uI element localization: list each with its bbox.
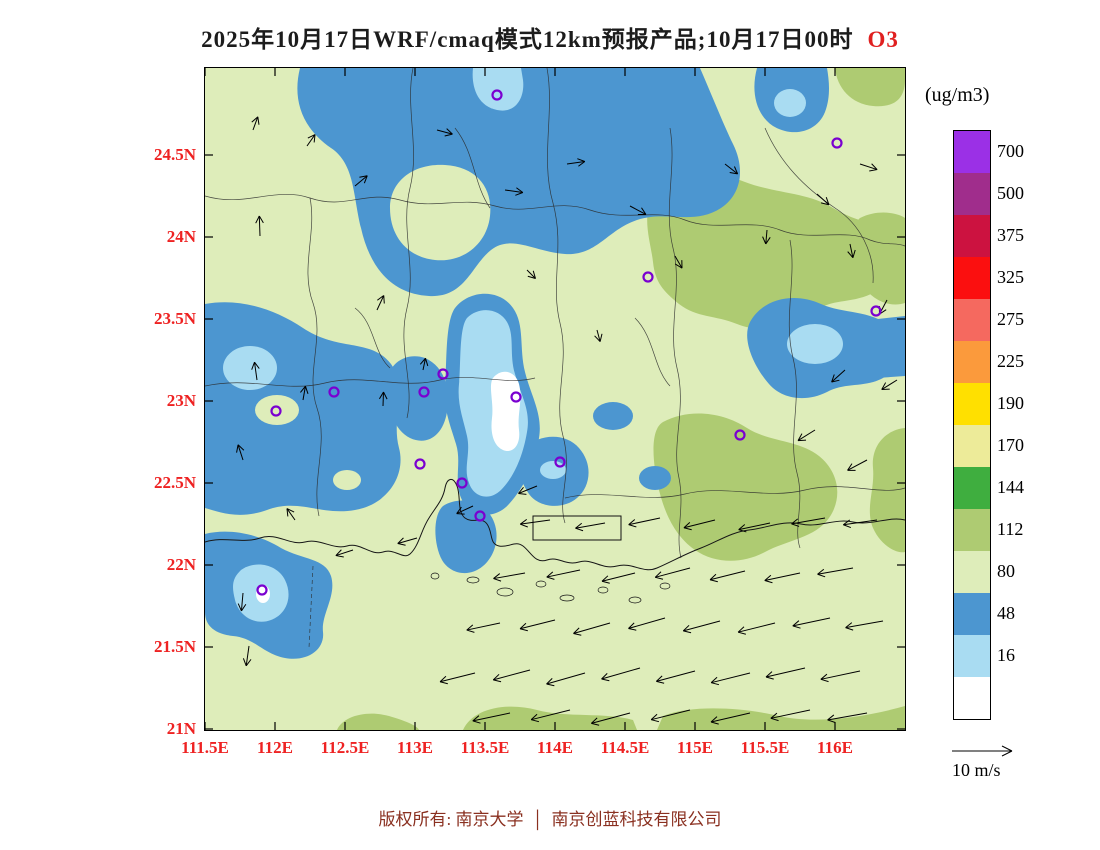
lat-tick-label: 21N <box>166 719 196 738</box>
colorbar-tick-label: 170 <box>997 435 1024 455</box>
colorbar-tick-label: 80 <box>997 561 1015 581</box>
copyright-company: 南京创蓝科技有限公司 <box>551 810 722 829</box>
colorbar-tick-label: 700 <box>997 141 1024 161</box>
station-marker <box>510 391 522 403</box>
o3-pale-holes <box>255 164 491 490</box>
o3-level-112-144-regions <box>337 68 905 730</box>
station-marker <box>554 456 566 468</box>
colorbar-segment <box>954 677 990 719</box>
colorbar-segment <box>954 341 990 383</box>
colorbar-segment <box>954 551 990 593</box>
o3-contour-map <box>204 67 906 730</box>
coastline <box>204 479 906 604</box>
colorbar-segment <box>954 173 990 215</box>
colorbar-segment <box>954 299 990 341</box>
lon-tick-label: 114E <box>537 738 573 757</box>
colorbar-segment <box>954 257 990 299</box>
wind-scale-label: 10 m/s <box>952 760 1001 780</box>
province-county-boundaries <box>204 67 906 649</box>
lat-tick-label: 21.5N <box>153 637 196 656</box>
station-marker <box>491 89 503 101</box>
colorbar-segment <box>954 215 990 257</box>
station-marker <box>642 271 654 283</box>
colorbar-segment <box>954 467 990 509</box>
colorbar-tick-label: 500 <box>997 183 1024 203</box>
page-title: 2025年10月17日WRF/cmaq模式12km预报产品;10月17日00时 O… <box>0 20 1100 54</box>
colorbar-segment <box>954 593 990 635</box>
station-marker <box>418 386 430 398</box>
station-marker <box>456 477 468 489</box>
colorbar-tick-label: 112 <box>997 519 1024 539</box>
station-marker <box>256 584 268 596</box>
station-marker <box>437 368 449 380</box>
colorbar-segment <box>954 425 990 467</box>
colorbar-tick-label: 225 <box>997 351 1024 371</box>
copyright-owner: 版权所有: 南京大学 <box>378 810 524 829</box>
station-marker <box>831 137 843 149</box>
lon-tick-label: 113E <box>397 738 433 757</box>
copyright-separator: │ <box>531 810 544 829</box>
lon-tick-label: 113.5E <box>460 738 510 757</box>
colorbar-tick-label: 48 <box>997 603 1015 623</box>
lon-tick-label: 115E <box>677 738 713 757</box>
station-marker <box>870 305 882 317</box>
copyright-footer: 版权所有: 南京大学 │ 南京创蓝科技有限公司 <box>0 805 1100 830</box>
wind-scale-arrow <box>952 745 1013 757</box>
lat-tick-label: 23.5N <box>153 309 196 328</box>
title-text: 2025年10月17日WRF/cmaq模式12km预报产品;10月17日00时 <box>201 27 854 52</box>
station-markers <box>256 89 882 596</box>
colorbar-tick-label: 325 <box>997 267 1024 287</box>
colorbar-tick-label: 375 <box>997 225 1024 245</box>
species-label: O3 <box>867 27 899 52</box>
subregion-box <box>532 515 622 541</box>
lon-tick-label: 112.5E <box>320 738 370 757</box>
lat-tick-label: 24N <box>166 227 196 246</box>
colorbar-tick-label: 190 <box>997 393 1024 413</box>
colorbar-tick-label: 275 <box>997 309 1024 329</box>
station-marker <box>414 458 426 470</box>
lon-tick-label: 115.5E <box>740 738 790 757</box>
lat-tick-label: 22N <box>166 555 196 574</box>
station-marker <box>270 405 282 417</box>
axis-ticks <box>204 68 905 730</box>
lon-tick-label: 116E <box>817 738 853 757</box>
station-marker <box>328 386 340 398</box>
lon-tick-label: 111.5E <box>181 738 229 757</box>
lat-tick-label: 23N <box>166 391 196 410</box>
colorbar-segment <box>954 383 990 425</box>
station-marker <box>474 510 486 522</box>
colorbar-tick-label: 144 <box>997 477 1024 497</box>
lat-tick-label: 22.5N <box>153 473 196 492</box>
forecast-map <box>204 67 906 731</box>
station-marker <box>734 429 746 441</box>
colorbar-tick-label: 16 <box>997 645 1015 665</box>
colorbar <box>953 130 991 720</box>
wind-vectors <box>236 116 898 726</box>
colorbar-segment <box>954 131 990 173</box>
colorbar-segment <box>954 635 990 677</box>
colorbar-segment <box>954 509 990 551</box>
lon-tick-label: 112E <box>257 738 293 757</box>
colorbar-unit-label: (ug/m3) <box>925 84 990 106</box>
lat-tick-label: 24.5N <box>153 145 196 164</box>
lon-tick-label: 114.5E <box>600 738 650 757</box>
